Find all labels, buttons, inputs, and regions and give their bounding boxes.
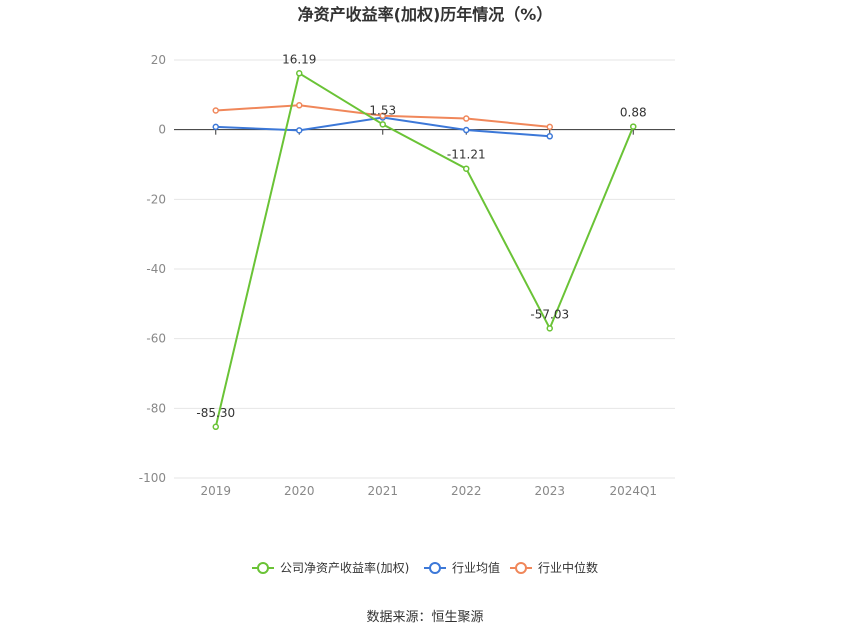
data-label: -57.03 [530,307,569,321]
y-tick-label: 0 [158,123,166,137]
data-point [212,423,219,431]
data-label: 0.88 [620,106,647,120]
legend-item-3[interactable]: 行业中位数 [510,560,598,575]
series-3 [212,102,553,131]
grid [174,59,675,479]
y-tick-label: -60 [146,332,166,346]
legend-marker [429,562,441,574]
legend-label: 公司净资产收益率(加权) [280,560,409,575]
chart-title: 净资产收益率(加权)历年情况（%） [298,5,553,24]
legend[interactable]: 公司净资产收益率(加权) 行业均值 行业中位数 [252,560,598,575]
x-tick-label: 2020 [284,484,315,498]
source-note: 数据来源：恒生聚源 [366,610,483,625]
legend-item-2[interactable]: 行业均值 [424,560,500,575]
data-label: -85.30 [196,406,235,420]
y-tick-label: -40 [146,262,166,276]
data-point [212,123,219,131]
x-tick-label: 2021 [367,484,398,498]
data-point [379,112,386,119]
x-tick-label: 2024Q1 [609,484,657,498]
data-point [463,126,470,134]
y-tick-label: 20 [151,53,166,67]
legend-marker [515,562,527,574]
y-axis: 20 0 -20 -40 -60 -80 -100 [139,53,166,485]
data-point [546,133,553,140]
x-tick-label: 2022 [451,484,482,498]
x-tick-label: 2019 [200,484,231,498]
y-tick-label: -20 [146,192,166,206]
series-line [214,71,635,428]
data-point [379,121,386,128]
data-point [546,123,553,131]
data-point [296,102,303,109]
legend-label: 行业中位数 [538,560,598,575]
data-label: 1.53 [369,103,396,117]
data-labels: -85.30 16.19 1.53 -11.21 -57.03 0.88 [196,52,646,420]
series-layer [212,70,637,431]
legend-label: 行业均值 [452,560,500,575]
x-tick-label: 2023 [534,484,565,498]
x-axis: 2019 2020 2021 2022 2023 2024Q1 [200,129,657,498]
data-label: -11.21 [447,148,486,162]
data-point [463,115,470,122]
data-point [296,70,303,77]
series-1 [212,70,637,431]
data-label: 16.19 [282,52,316,66]
legend-marker [257,562,269,574]
data-point [630,123,637,130]
y-tick-label: -100 [139,471,166,485]
y-tick-label: -80 [146,401,166,415]
legend-item-1[interactable]: 公司净资产收益率(加权) [252,560,409,575]
data-point [546,325,553,332]
data-point [463,165,470,172]
data-point [296,127,303,134]
data-point [212,107,219,114]
